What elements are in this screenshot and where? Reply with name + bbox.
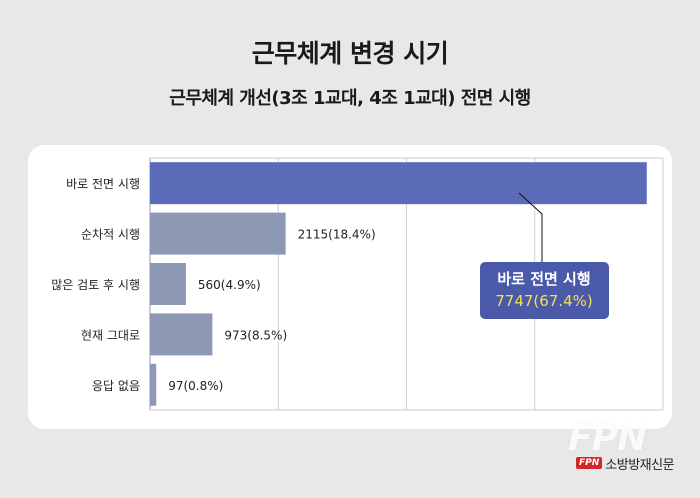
- data-label: 560(4.9%): [198, 278, 261, 292]
- data-label: 2115(18.4%): [298, 228, 376, 242]
- category-label: 많은 검토 후 시행: [51, 277, 140, 292]
- watermark-logo: FPN: [568, 418, 647, 459]
- bar: [150, 363, 157, 406]
- callout-label: 바로 전면 시행: [497, 270, 590, 288]
- chart-subtitle: 근무체계 개선(3조 1교대, 4조 1교대) 전면 시행: [169, 88, 531, 109]
- publisher-logo-mark: FPN: [576, 457, 603, 469]
- bar: [150, 313, 213, 356]
- callout-leader: [518, 192, 543, 262]
- bar: [150, 263, 186, 305]
- bar: [150, 212, 286, 255]
- category-label: 현재 그대로: [81, 328, 140, 342]
- data-label: 973(8.5%): [224, 328, 287, 342]
- chart-title: 근무체계 변경 시기: [251, 39, 449, 68]
- publisher-logo: FPN 소방방재신문: [576, 455, 675, 473]
- callout-value: 7747(67.4%): [495, 292, 593, 310]
- category-label: 응답 없음: [92, 379, 140, 393]
- bar: [150, 162, 647, 205]
- publisher-name: 소방방재신문: [605, 457, 675, 473]
- data-label: 97(0.8%): [168, 379, 223, 393]
- category-label: 순차적 시행: [81, 227, 140, 242]
- callout-box: [480, 262, 609, 319]
- category-label: 바로 전면 시행: [66, 176, 140, 191]
